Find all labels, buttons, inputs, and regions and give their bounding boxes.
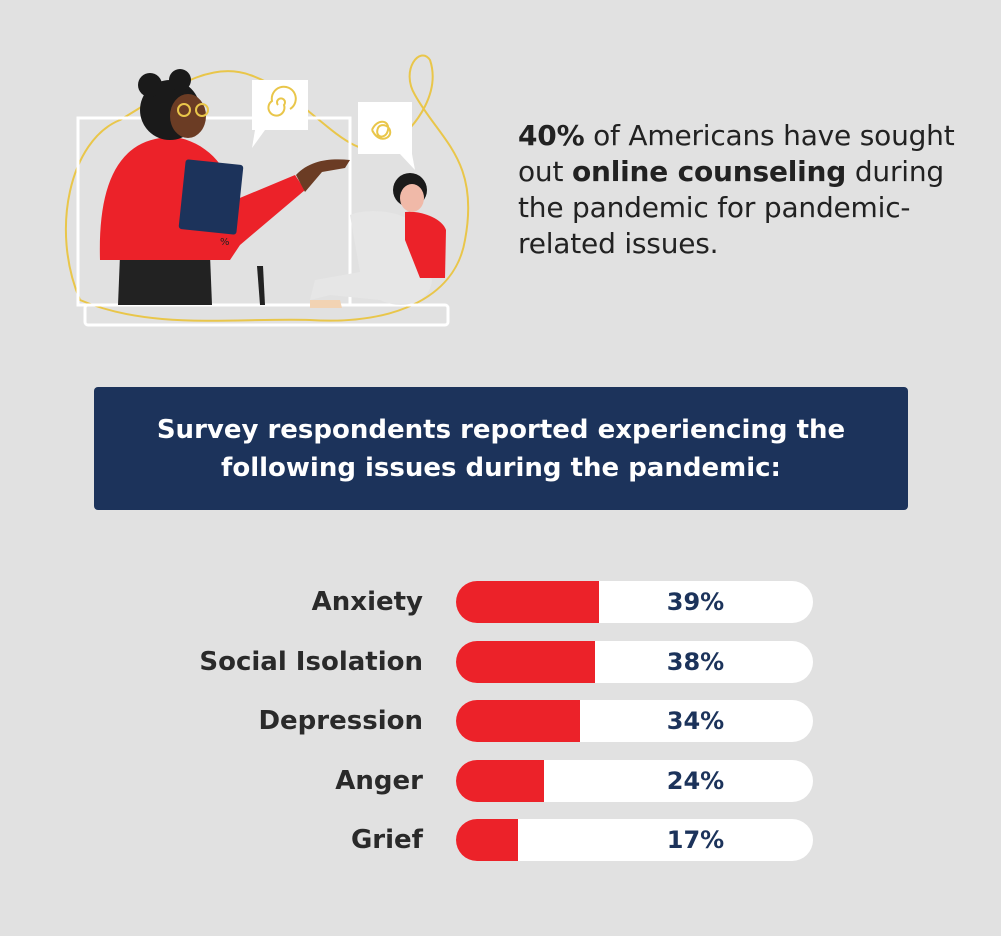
- bar-fill: [456, 581, 599, 623]
- tablet-mark: %: [220, 237, 230, 248]
- stat-text-part2: during the pandemic for pandemic-related…: [518, 155, 944, 260]
- bar-value-label: 38%: [666, 648, 725, 676]
- bar-track: [456, 700, 813, 742]
- survey-banner: Survey respondents reported experiencing…: [94, 387, 908, 510]
- tablet: [178, 159, 244, 235]
- bar-label: Anger: [335, 766, 423, 796]
- bar-fill: [456, 819, 518, 861]
- bar-fill: [456, 700, 580, 742]
- stat-emphasis: online counseling: [571, 155, 847, 188]
- bar-fill: [456, 641, 595, 683]
- bar-label: Depression: [258, 706, 423, 736]
- therapist-figure: %: [99, 69, 350, 305]
- bar-label: Grief: [350, 825, 423, 855]
- stat-text: 40% of Americans have sought out online …: [518, 118, 958, 262]
- bar-label: Social Isolation: [199, 647, 423, 677]
- bar-fill: [456, 760, 544, 802]
- bar-track: [456, 819, 813, 861]
- bar-value-label: 34%: [666, 707, 725, 735]
- bar-value-label: 39%: [666, 588, 725, 616]
- bar-value-label: 17%: [666, 826, 725, 854]
- bar-track: [456, 581, 813, 623]
- bar-label: Anxiety: [311, 587, 423, 617]
- bar-track: [456, 760, 813, 802]
- speech-bubble-left: [252, 80, 308, 148]
- bar-value-label: 24%: [666, 767, 725, 795]
- stat-percentage: 40%: [518, 119, 585, 152]
- counseling-illustration: %: [64, 54, 470, 327]
- banner-title: Survey respondents reported experiencing…: [156, 414, 846, 483]
- stat-text-part1: of Americans have sought out: [518, 119, 955, 188]
- bar-track: [456, 641, 813, 683]
- laptop-base: [83, 303, 450, 327]
- speech-bubble-right: [358, 102, 415, 170]
- sitting-woman-figure: [257, 173, 446, 308]
